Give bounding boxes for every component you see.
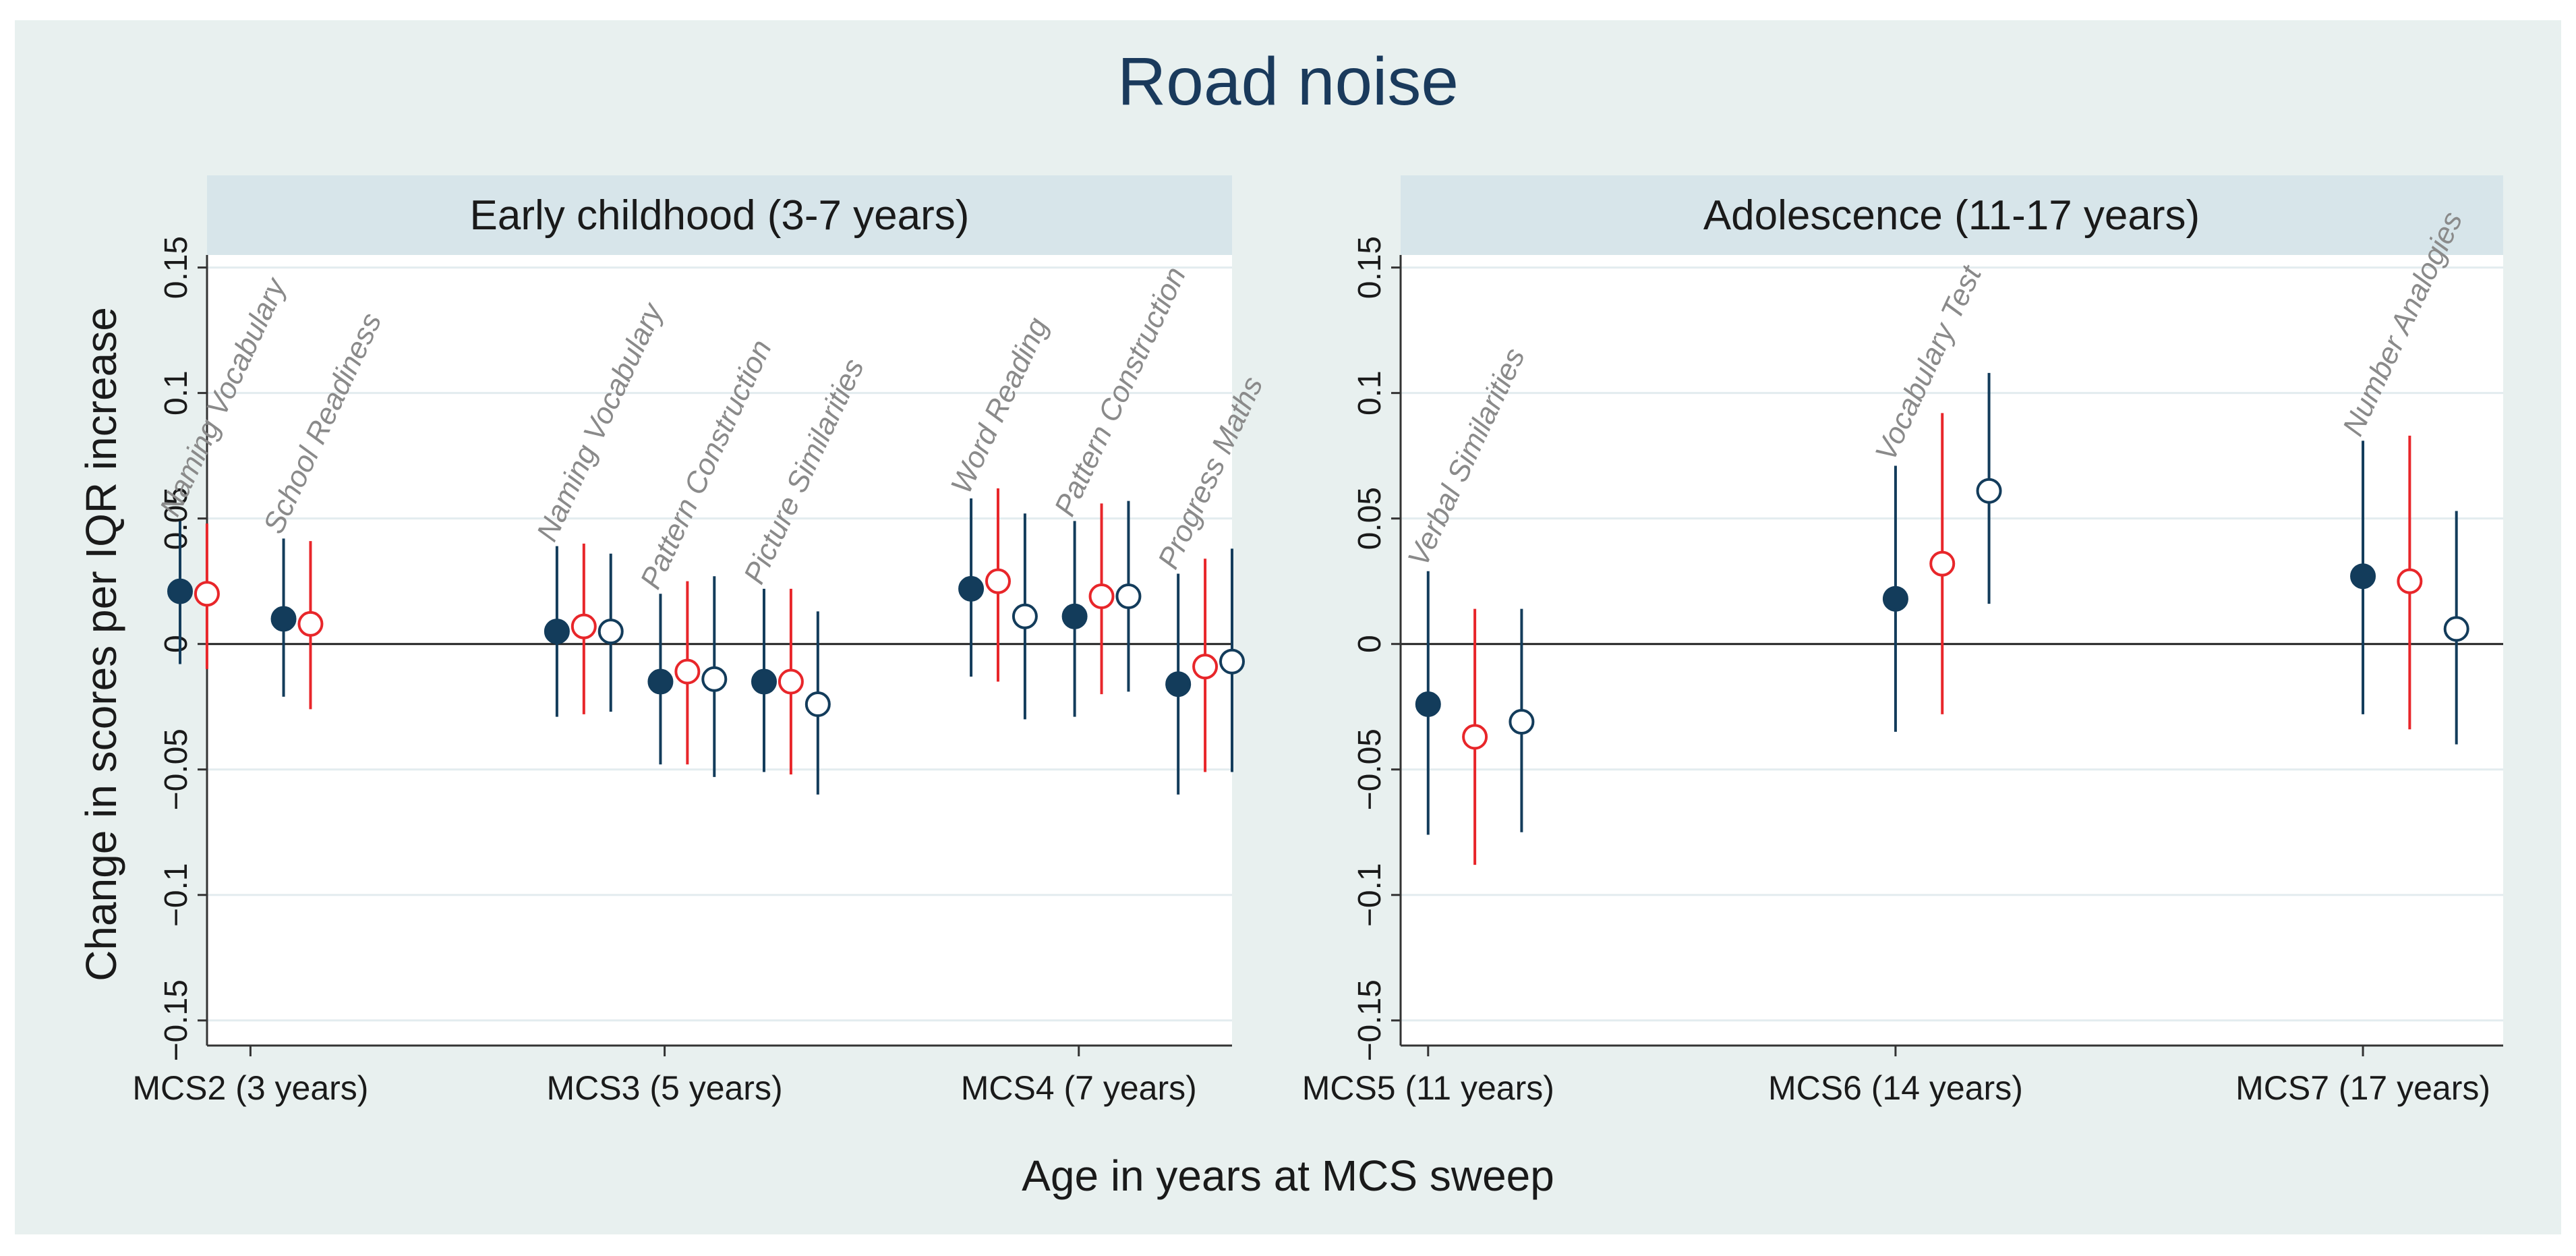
data-point-filled-navy [958,575,985,602]
y-tick-label: 0.15 [158,236,194,299]
chart-figure: Road noise Early childhood (3-7 years) −… [15,20,2561,1238]
data-point-open-red [2397,568,2423,594]
y-tick-label: 0 [1352,635,1388,653]
data-point-open-navy [597,619,624,645]
x-tick-label: MCS2 (3 years) [132,1069,368,1107]
data-point-open-navy [701,666,728,692]
y-tick-label: −0.1 [158,863,194,927]
data-point-filled-navy [1882,586,1908,612]
data-point-open-navy [1115,583,1142,610]
data-point-filled-navy [751,668,777,695]
panel-title: Adolescence (11-17 years) [1703,192,2200,239]
data-point-open-navy [1012,603,1038,629]
data-point-open-red [1462,724,1488,750]
data-point-open-red [985,568,1011,594]
y-tick-label: 0.1 [1352,370,1388,416]
panel-title: Early childhood (3-7 years) [470,192,970,239]
data-point-open-navy [1976,478,2002,504]
data-point-open-red [674,658,701,685]
y-tick-label: −0.15 [1352,979,1388,1061]
y-axis-label: Change in scores per IQR increase [77,307,125,981]
x-tick-label: MCS6 (14 years) [1768,1069,2023,1107]
x-tick-label: MCS5 (11 years) [1302,1069,1554,1107]
data-point-filled-navy [1415,691,1441,717]
y-tick-label: 0.05 [1352,487,1388,550]
data-point-filled-navy [544,619,570,645]
plot-area [1401,255,2503,1046]
y-tick-label: −0.05 [158,729,194,810]
data-point-open-red [778,668,804,695]
data-point-open-red [194,581,220,607]
data-point-filled-navy [167,578,193,604]
data-point-open-navy [1219,648,1245,675]
panel-strip [1401,175,2503,255]
data-point-filled-navy [1061,603,1088,629]
data-point-filled-navy [1165,671,1192,697]
chart-title: Road noise [1117,44,1459,119]
data-point-open-red [1929,550,1956,577]
y-tick-label: 0.05 [158,487,194,550]
y-tick-label: 0.1 [158,370,194,416]
data-point-open-navy [2443,616,2469,642]
data-point-open-red [1088,583,1115,610]
plot-area [207,255,1232,1046]
y-tick-label: −0.05 [1352,729,1388,810]
data-point-filled-navy [647,668,674,695]
data-point-open-red [1192,654,1219,680]
data-point-open-red [570,613,597,639]
x-tick-label: MCS7 (17 years) [2235,1069,2490,1107]
panel-adolescence: Adolescence (11-17 years) −0.15 −0.1 −0.05… [1302,175,2503,1107]
x-tick-label: MCS3 (5 years) [547,1069,783,1107]
y-tick-label: −0.1 [1352,863,1388,927]
data-point-open-navy [804,691,831,717]
y-tick-label: −0.15 [158,979,194,1061]
panel-strip [207,175,1232,255]
chart-svg: Road noise Early childhood (3-7 years) −… [15,20,2561,1234]
y-tick-label: 0.15 [1352,236,1388,299]
panel-early-childhood: Early childhood (3-7 years) −0.15 −0.1 −0.… [132,175,1269,1107]
data-point-filled-navy [2350,563,2376,590]
x-axis-label: Age in years at MCS sweep [1022,1151,1554,1200]
data-point-open-red [297,610,324,637]
x-tick-label: MCS4 (7 years) [961,1069,1197,1107]
data-point-filled-navy [270,606,297,632]
y-tick-label: 0 [158,635,194,653]
data-point-open-navy [1509,709,1535,735]
